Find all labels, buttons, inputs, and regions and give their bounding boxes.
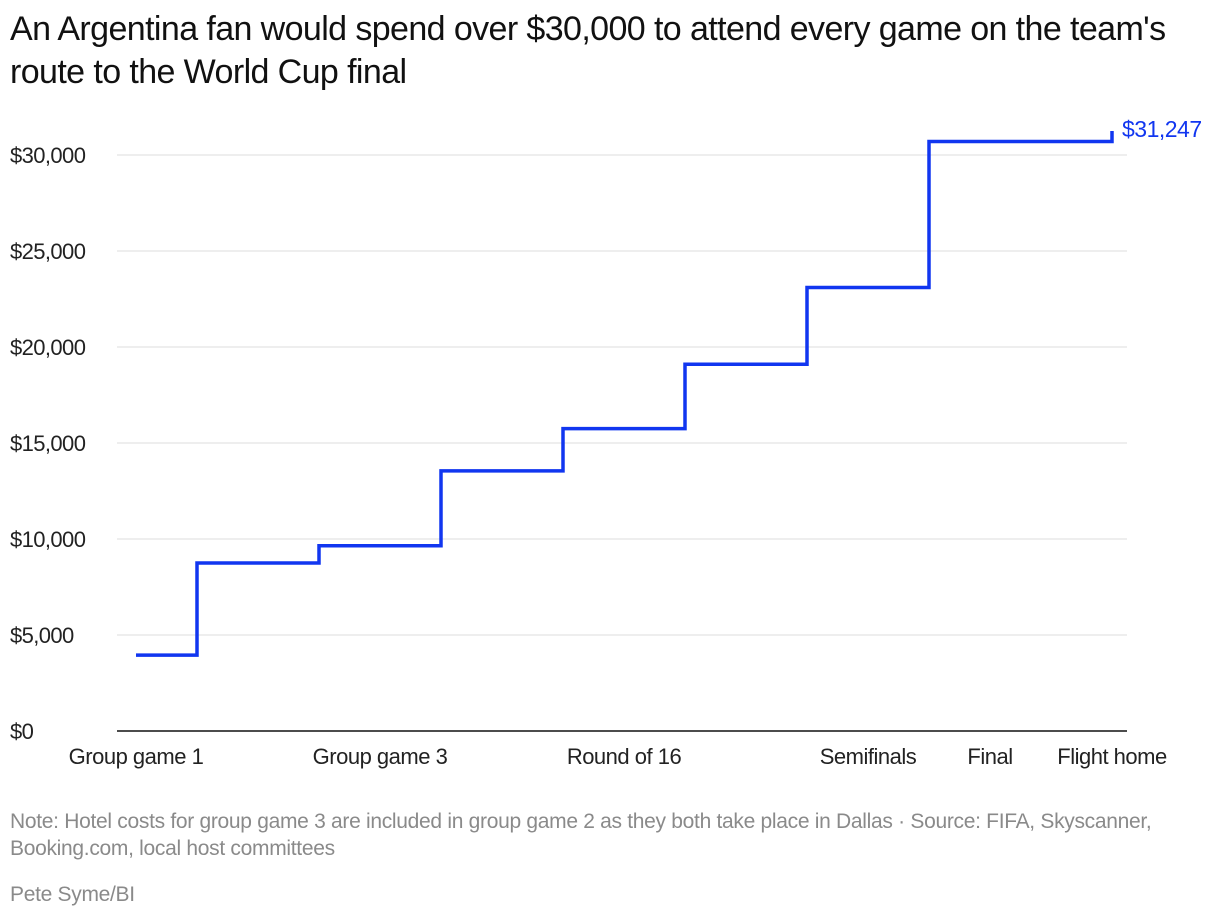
end-value-label-group: $31,247 — [1122, 116, 1202, 142]
y-tick-label: $0 — [10, 719, 34, 744]
step-line-chart: $0 $5,000 $10,000 $15,000 $20,000 $25,000 $30,… — [10, 116, 1202, 769]
x-tick-label: Final — [967, 744, 1012, 769]
x-tick-label: Group game 1 — [69, 744, 204, 769]
y-tick-label: $20,000 — [10, 335, 86, 360]
y-axis-labels: $0 $5,000 $10,000 $15,000 $20,000 $25,000 $30,… — [10, 143, 86, 744]
x-axis-labels: Group game 1 Group game 3 Round of 16 Semif… — [69, 744, 1168, 769]
x-tick-label: Semifinals — [820, 744, 917, 769]
x-tick-label: Round of 16 — [567, 744, 682, 769]
gridlines — [117, 154, 1127, 636]
y-tick-label: $15,000 — [10, 431, 86, 456]
chart-credit: Pete Syme/BI — [10, 883, 135, 906]
y-tick-label: $5,000 — [10, 623, 74, 648]
chart-title: An Argentina fan would spend over $30,00… — [10, 10, 1166, 91]
y-tick-label: $25,000 — [10, 239, 86, 264]
y-tick-label: $30,000 — [10, 143, 86, 168]
chart-note: Note: Hotel costs for group game 3 are i… — [10, 810, 1152, 860]
end-value-label: $31,247 — [1122, 116, 1202, 142]
x-tick-label: Group game 3 — [313, 744, 448, 769]
y-tick-label: $10,000 — [10, 527, 86, 552]
cumulative-cost-line — [136, 131, 1114, 657]
x-tick-label: Flight home — [1057, 744, 1167, 769]
